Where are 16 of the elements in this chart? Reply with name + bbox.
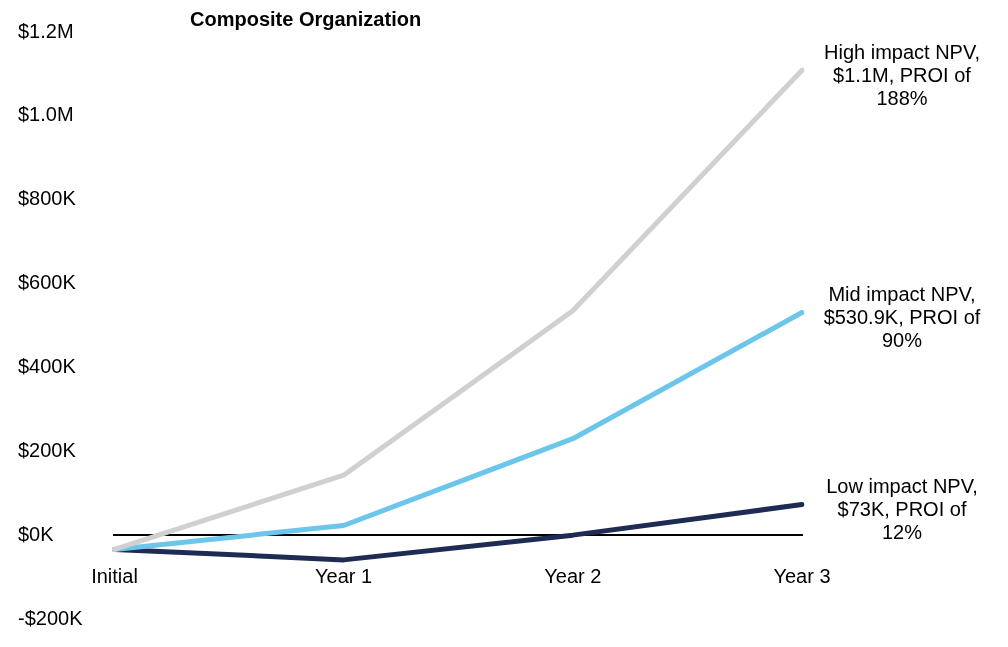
x-tick-label: Year 1 <box>315 564 373 587</box>
y-tick-label: $0K <box>18 522 55 545</box>
y-tick-label: $1.0M <box>18 103 74 126</box>
y-tick-label: $800K <box>18 187 77 210</box>
annotation: Mid impact NPV, $530.9K, PROI of 90% <box>823 283 981 352</box>
annotation: Low impact NPV, $73K, PROI of 12% <box>826 475 978 544</box>
y-tick-label: $400K <box>18 354 77 377</box>
x-tick-label: Year 2 <box>544 564 602 587</box>
y-tick-label: -$200K <box>18 606 84 629</box>
y-tick-label: $200K <box>18 438 77 461</box>
y-tick-label: $600K <box>18 271 77 294</box>
x-tick-label: Initial <box>91 564 138 587</box>
annotation: High impact NPV, $1.1M, PROI of 188% <box>824 40 980 109</box>
chart-title: Composite Organization <box>190 7 422 30</box>
y-tick-label: $1.2M <box>18 19 74 42</box>
x-tick-label: Year 3 <box>773 564 831 587</box>
